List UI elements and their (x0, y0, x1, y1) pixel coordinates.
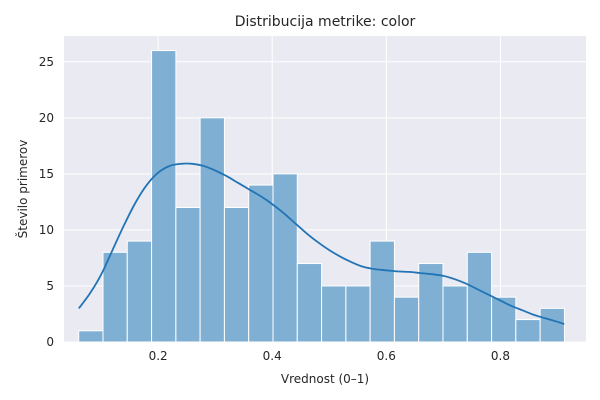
histogram-bar (442, 285, 468, 343)
y-axis-label: Število primerov (15, 140, 30, 239)
histogram-bar (151, 50, 177, 343)
histogram-bar (515, 319, 541, 343)
histogram-bar (296, 263, 323, 343)
histogram-bar (491, 296, 517, 343)
x-tick-label: 0.4 (263, 349, 282, 363)
histogram-bar (199, 117, 225, 343)
x-tick-label: 0.2 (149, 349, 168, 363)
y-tick-label: 5 (46, 279, 54, 293)
histogram-bar (539, 307, 565, 343)
histogram-bar (272, 173, 298, 343)
histogram-bar (345, 285, 371, 343)
y-axis-ticks: 0 5 10 15 20 25 (39, 55, 54, 349)
histogram-bar (175, 206, 201, 343)
histogram-bar (393, 296, 420, 343)
x-tick-label: 0.8 (491, 349, 510, 363)
histogram-bar (126, 240, 153, 343)
kde-line (78, 162, 565, 325)
histogram-bar (102, 251, 128, 343)
x-axis-label: Vrednost (0–1) (281, 372, 369, 386)
histogram-bar (223, 206, 250, 343)
y-tick-label: 0 (46, 335, 54, 349)
x-tick-label: 0.6 (377, 349, 396, 363)
histogram-bars (78, 50, 565, 343)
y-tick-label: 20 (39, 111, 54, 125)
y-tick-label: 25 (39, 55, 54, 69)
histogram-bar (466, 251, 493, 343)
x-axis-ticks: 0.2 0.4 0.6 0.8 (149, 349, 510, 363)
histogram-bar (369, 240, 395, 343)
y-tick-label: 15 (39, 167, 54, 181)
histogram-bar (321, 285, 347, 343)
y-tick-label: 10 (39, 223, 54, 237)
histogram-bar (78, 330, 104, 343)
chart-title: Distribucija metrike: color (235, 14, 416, 30)
histogram-bar (248, 184, 274, 343)
